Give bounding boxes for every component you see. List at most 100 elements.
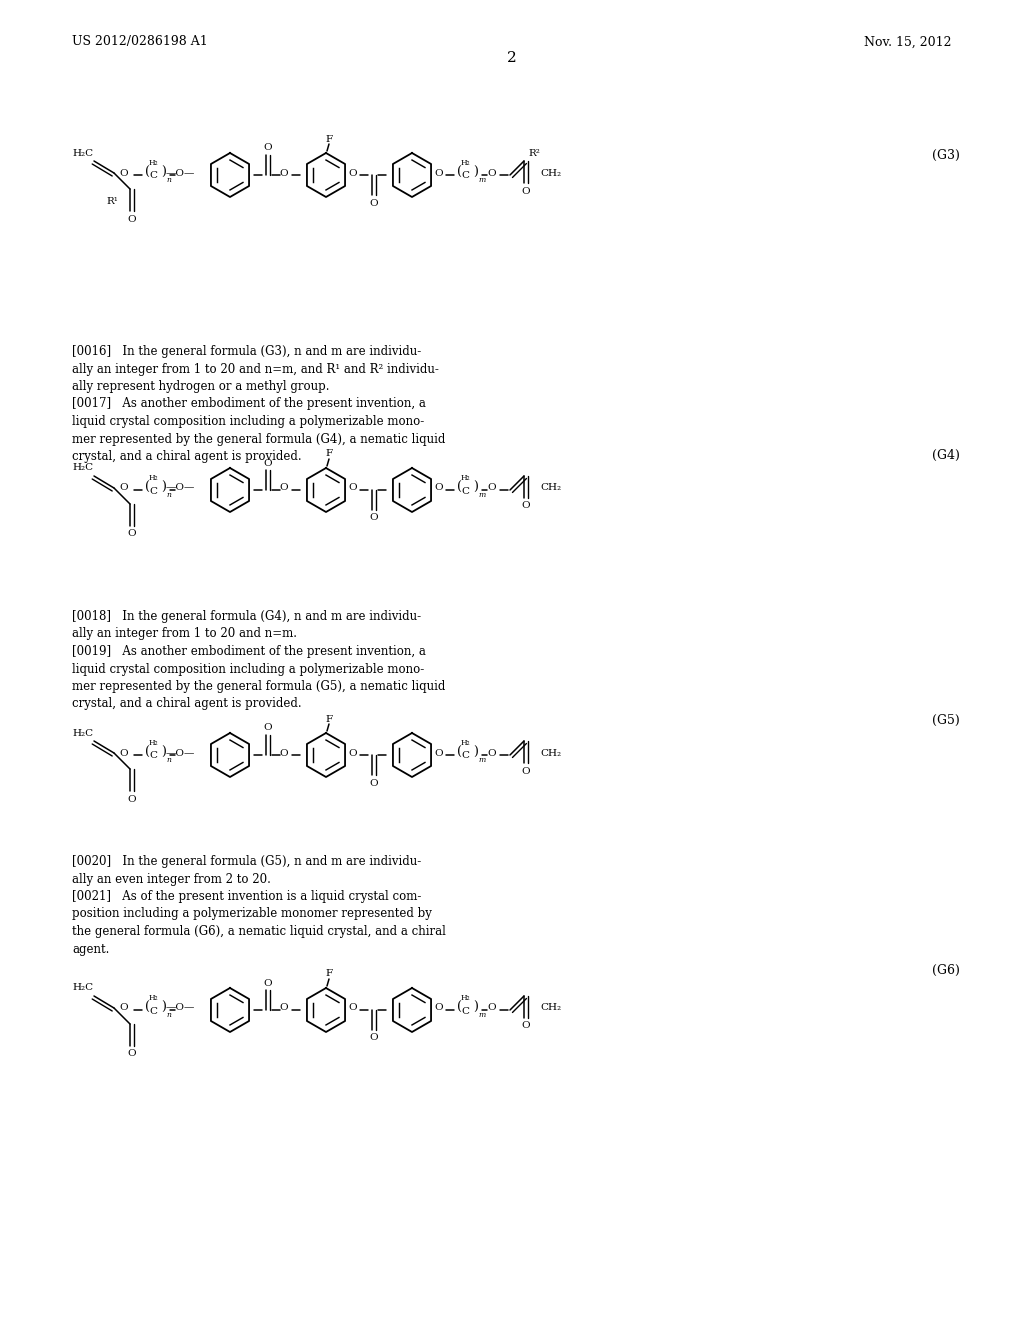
Text: O: O xyxy=(128,795,136,804)
Text: H₂: H₂ xyxy=(148,474,158,482)
Text: 2: 2 xyxy=(507,51,517,65)
Text: ): ) xyxy=(473,165,478,178)
Text: [0020]   In the general formula (G5), n and m are individu-
ally an even integer: [0020] In the general formula (G5), n an… xyxy=(72,855,445,956)
Text: ): ) xyxy=(161,746,166,759)
Text: O: O xyxy=(370,513,378,523)
Text: O: O xyxy=(370,1034,378,1043)
Text: O: O xyxy=(521,767,530,776)
Text: (G6): (G6) xyxy=(932,964,961,977)
Text: ): ) xyxy=(473,480,478,494)
Text: O: O xyxy=(521,502,530,511)
Text: O: O xyxy=(280,748,289,758)
Text: O: O xyxy=(280,483,289,492)
Text: m: m xyxy=(478,491,485,499)
Text: F: F xyxy=(326,714,333,723)
Text: (: ( xyxy=(145,1001,150,1014)
Text: H₂: H₂ xyxy=(148,994,158,1002)
Text: O: O xyxy=(370,198,378,207)
Text: O: O xyxy=(349,483,357,492)
Text: O: O xyxy=(280,169,289,177)
Text: (G5): (G5) xyxy=(932,714,961,726)
Text: ): ) xyxy=(161,165,166,178)
Text: C: C xyxy=(461,751,469,760)
Text: H₂: H₂ xyxy=(460,158,470,168)
Text: O: O xyxy=(521,1022,530,1031)
Text: H₂C: H₂C xyxy=(72,463,93,473)
Text: CH₂: CH₂ xyxy=(540,169,561,177)
Text: O: O xyxy=(120,1003,128,1012)
Text: C: C xyxy=(150,172,157,181)
Text: m: m xyxy=(478,756,485,764)
Text: (G3): (G3) xyxy=(932,149,961,161)
Text: C: C xyxy=(461,172,469,181)
Text: C: C xyxy=(150,751,157,760)
Text: n: n xyxy=(166,491,171,499)
Text: O: O xyxy=(434,169,443,177)
Text: (: ( xyxy=(457,746,462,759)
Text: H₂C: H₂C xyxy=(72,729,93,738)
Text: m: m xyxy=(478,176,485,183)
Text: H₂: H₂ xyxy=(148,739,158,747)
Text: O: O xyxy=(128,529,136,539)
Text: O: O xyxy=(128,1049,136,1059)
Text: O: O xyxy=(370,779,378,788)
Text: O: O xyxy=(120,483,128,492)
Text: O: O xyxy=(487,483,497,492)
Text: C: C xyxy=(461,1006,469,1015)
Text: (: ( xyxy=(457,480,462,494)
Text: O: O xyxy=(349,169,357,177)
Text: O: O xyxy=(434,483,443,492)
Text: n: n xyxy=(166,756,171,764)
Text: O: O xyxy=(434,748,443,758)
Text: O: O xyxy=(487,169,497,177)
Text: O: O xyxy=(264,978,272,987)
Text: O: O xyxy=(128,214,136,223)
Text: (: ( xyxy=(145,746,150,759)
Text: O: O xyxy=(280,1003,289,1012)
Text: Nov. 15, 2012: Nov. 15, 2012 xyxy=(864,36,952,49)
Text: R¹: R¹ xyxy=(106,197,118,206)
Text: O: O xyxy=(349,748,357,758)
Text: C: C xyxy=(461,487,469,495)
Text: —O—: —O— xyxy=(165,748,195,758)
Text: O: O xyxy=(434,1003,443,1012)
Text: n: n xyxy=(166,1011,171,1019)
Text: C: C xyxy=(150,487,157,495)
Text: [0016]   In the general formula (G3), n and m are individu-
ally an integer from: [0016] In the general formula (G3), n an… xyxy=(72,345,445,463)
Text: H₂C: H₂C xyxy=(72,149,93,157)
Text: H₂: H₂ xyxy=(460,474,470,482)
Text: CH₂: CH₂ xyxy=(540,748,561,758)
Text: F: F xyxy=(326,969,333,978)
Text: F: F xyxy=(326,135,333,144)
Text: —O—: —O— xyxy=(165,483,195,492)
Text: (: ( xyxy=(457,165,462,178)
Text: O: O xyxy=(521,186,530,195)
Text: (: ( xyxy=(457,1001,462,1014)
Text: —O—: —O— xyxy=(165,169,195,177)
Text: H₂: H₂ xyxy=(148,158,158,168)
Text: H₂C: H₂C xyxy=(72,983,93,993)
Text: n: n xyxy=(166,176,171,183)
Text: ): ) xyxy=(161,1001,166,1014)
Text: O: O xyxy=(264,144,272,153)
Text: O: O xyxy=(120,748,128,758)
Text: —O—: —O— xyxy=(165,1003,195,1012)
Text: O: O xyxy=(487,1003,497,1012)
Text: O: O xyxy=(264,458,272,467)
Text: CH₂: CH₂ xyxy=(540,483,561,492)
Text: ): ) xyxy=(473,746,478,759)
Text: O: O xyxy=(264,723,272,733)
Text: ): ) xyxy=(473,1001,478,1014)
Text: m: m xyxy=(478,1011,485,1019)
Text: CH₂: CH₂ xyxy=(540,1003,561,1012)
Text: C: C xyxy=(150,1006,157,1015)
Text: ): ) xyxy=(161,480,166,494)
Text: US 2012/0286198 A1: US 2012/0286198 A1 xyxy=(72,36,208,49)
Text: (: ( xyxy=(145,480,150,494)
Text: [0018]   In the general formula (G4), n and m are individu-
ally an integer from: [0018] In the general formula (G4), n an… xyxy=(72,610,445,710)
Text: (G4): (G4) xyxy=(932,449,961,462)
Text: F: F xyxy=(326,450,333,458)
Text: H₂: H₂ xyxy=(460,739,470,747)
Text: (: ( xyxy=(145,165,150,178)
Text: R²: R² xyxy=(528,149,540,157)
